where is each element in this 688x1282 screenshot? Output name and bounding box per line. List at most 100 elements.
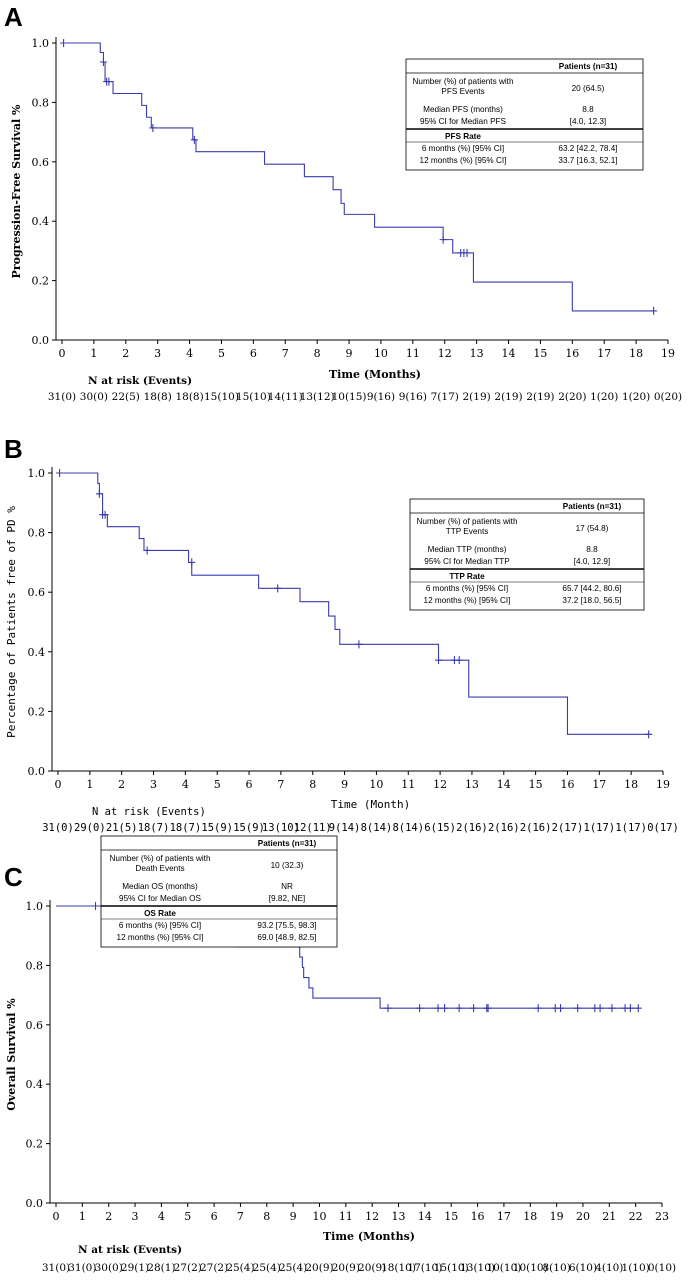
x-tick-label: 7 xyxy=(277,778,284,791)
y-tick-label: 0.0 xyxy=(28,765,46,778)
x-axis-label: Time (Months) xyxy=(323,1230,415,1243)
y-tick-label: 0.4 xyxy=(28,646,46,659)
x-tick-label: 13 xyxy=(392,1210,406,1223)
censor-mark xyxy=(645,730,653,739)
table-row-label: Median PFS (months) xyxy=(423,105,503,114)
risk-value: 15(10) xyxy=(236,391,271,403)
panel-letter: B xyxy=(4,434,23,464)
risk-value: 17(10) xyxy=(407,1262,442,1274)
censor-mark xyxy=(435,656,443,665)
x-tick-label: 16 xyxy=(471,1210,485,1223)
censor-mark xyxy=(534,1004,542,1013)
risk-value: 6(10) xyxy=(569,1262,597,1274)
x-tick-label: 4 xyxy=(186,347,193,360)
x-tick-label: 16 xyxy=(565,347,579,360)
x-tick-label: 11 xyxy=(406,347,420,360)
risk-value: 31(0) xyxy=(48,391,76,403)
x-tick-label: 10 xyxy=(374,347,388,360)
table-row-value: [4.0, 12.3] xyxy=(570,117,606,126)
risk-value: 1(10) xyxy=(622,1262,650,1274)
table-header: Patients (n=31) xyxy=(559,62,618,71)
x-tick-label: 12 xyxy=(433,778,447,791)
table-row-value: 20 (64.5) xyxy=(572,84,605,93)
x-tick-label: 0 xyxy=(55,778,62,791)
table-border xyxy=(405,58,644,171)
rate-title: TTP Rate xyxy=(449,572,485,581)
y-tick-label: 0.8 xyxy=(28,527,46,540)
x-tick-label: 0 xyxy=(59,347,66,360)
censor-mark xyxy=(99,58,107,67)
censor-mark xyxy=(416,1004,424,1013)
x-tick-label: 5 xyxy=(214,778,221,791)
x-tick-label: 1 xyxy=(90,347,97,360)
x-tick-label: 2 xyxy=(105,1210,112,1223)
risk-value: 12(11) xyxy=(294,822,332,834)
risk-value: 30(0) xyxy=(80,391,108,403)
survival-curve xyxy=(58,472,651,735)
x-tick-label: 4 xyxy=(182,778,189,791)
risk-value: 28(1) xyxy=(147,1262,175,1274)
risk-value: 25(4) xyxy=(279,1262,307,1274)
y-axis-label: Overall Survival % xyxy=(5,998,18,1111)
x-tick-label: 4 xyxy=(158,1210,165,1223)
rate-row-label: 12 months (%) [95% CI] xyxy=(424,596,511,605)
censor-mark xyxy=(149,123,157,132)
risk-value: 31(0) xyxy=(42,1262,70,1274)
risk-value: 29(1) xyxy=(121,1262,149,1274)
panel-c: C0 1 2 3 4 5 6 7 8 9 10 11 12 13 14 15 16 17 18 19 20 21 22 230… xyxy=(4,835,676,1274)
risk-value: 10(15) xyxy=(332,391,367,403)
x-tick-label: 12 xyxy=(438,347,452,360)
risk-value: 1(17) xyxy=(584,822,616,834)
risk-value: 13(10) xyxy=(460,1262,495,1274)
x-tick-label: 23 xyxy=(655,1210,669,1223)
rate-title: PFS Rate xyxy=(445,132,481,141)
x-tick-label: 3 xyxy=(154,347,161,360)
panel-b: B0 1 2 3 4 5 6 7 8 9 10 11 12 13 14 15 16 17 18 190.00.20.4… xyxy=(4,434,679,834)
risk-value: 15(9) xyxy=(233,822,265,834)
risk-table-title: N at risk (Events) xyxy=(78,1244,182,1256)
x-tick-label: 1 xyxy=(86,778,93,791)
censor-mark xyxy=(470,1004,478,1013)
y-tick-label: 0.6 xyxy=(26,1019,44,1032)
rate-row-value: 69.0 [48.9, 82.5] xyxy=(257,933,316,942)
table-row-value: [9.82, NE] xyxy=(269,894,305,903)
risk-value: 8(14) xyxy=(392,822,424,834)
x-tick-label: 13 xyxy=(470,347,484,360)
table-row-value: 17 (54.8) xyxy=(576,524,609,533)
x-tick-label: 18 xyxy=(629,347,643,360)
x-tick-label: 19 xyxy=(550,1210,564,1223)
y-tick-label: 1.0 xyxy=(26,900,44,913)
risk-value: 15(10) xyxy=(204,391,239,403)
table-row-value: 10 (32.3) xyxy=(271,861,304,870)
censor-mark xyxy=(650,306,658,315)
x-tick-label: 1 xyxy=(79,1210,86,1223)
censor-mark xyxy=(101,510,109,519)
x-tick-label: 13 xyxy=(465,778,479,791)
rate-row-label: 12 months (%) [95% CI] xyxy=(117,933,204,942)
risk-value: 30(0) xyxy=(95,1262,123,1274)
x-tick-label: 14 xyxy=(497,778,511,791)
risk-value: 2(19) xyxy=(494,391,522,403)
y-axis-label: Progression-Free Survival % xyxy=(10,104,23,278)
table-border xyxy=(409,498,645,611)
x-tick-label: 0 xyxy=(53,1210,60,1223)
rate-row-value: 37.2 [18.0, 56.5] xyxy=(562,596,621,605)
risk-value: 15(10) xyxy=(434,1262,469,1274)
x-tick-label: 18 xyxy=(523,1210,537,1223)
x-tick-label: 8 xyxy=(314,347,321,360)
risk-value: 10(10) xyxy=(486,1262,521,1274)
censor-mark xyxy=(434,1004,442,1013)
risk-value: 4(10) xyxy=(595,1262,623,1274)
risk-value: 25(4) xyxy=(226,1262,254,1274)
x-tick-label: 16 xyxy=(560,778,574,791)
summary-table: Patients (n=31) Number (%) of patients wi… xyxy=(405,58,644,171)
risk-value: 13(12) xyxy=(300,391,335,403)
y-tick-label: 0.6 xyxy=(28,586,46,599)
table-row-value: [4.0, 12.9] xyxy=(574,557,610,566)
x-tick-label: 14 xyxy=(418,1210,432,1223)
y-tick-label: 1.0 xyxy=(28,467,46,480)
risk-value: 20(9) xyxy=(305,1262,333,1274)
x-tick-label: 20 xyxy=(576,1210,590,1223)
x-tick-label: 14 xyxy=(502,347,516,360)
risk-value: 2(17) xyxy=(552,822,584,834)
